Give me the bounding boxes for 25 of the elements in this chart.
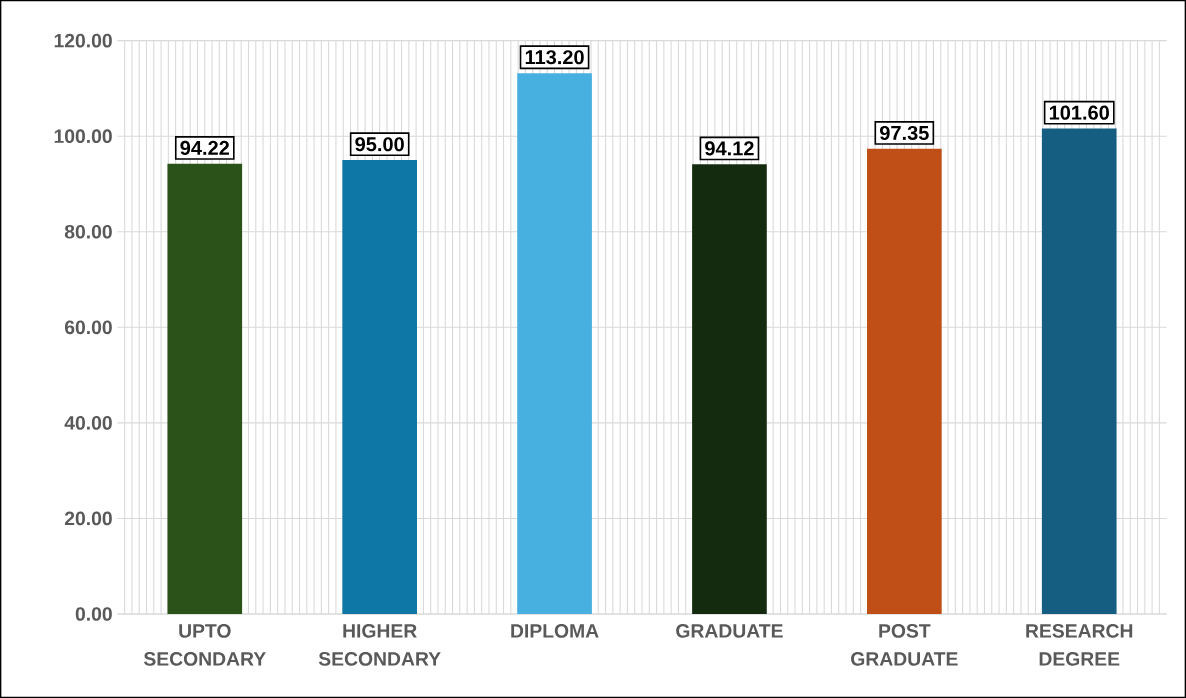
data-label: 113.20: [525, 50, 584, 65]
y-tick-label: 120.00: [54, 33, 112, 48]
data-label: 94.12: [705, 141, 754, 156]
y-tick-label: 100.00: [54, 129, 112, 144]
bar: [1041, 128, 1117, 614]
y-tick-label: 40.00: [64, 416, 112, 430]
y-tick-label: 0.00: [75, 607, 112, 621]
data-label: 95.00: [355, 137, 404, 152]
bar: [342, 160, 417, 614]
y-tick-label: 20.00: [64, 511, 112, 526]
x-tick-label: RESEARCH DEGREE: [1026, 624, 1133, 666]
data-label: 101.60: [1049, 105, 1109, 120]
x-tick-label: GRADUATE: [676, 624, 783, 638]
bar: [517, 73, 592, 614]
bar: [692, 164, 767, 614]
x-tick-label: POST GRADUATE: [851, 624, 958, 666]
y-tick-label: 80.00: [64, 224, 112, 239]
data-label: 97.35: [880, 125, 929, 141]
x-tick-label: DIPLOMA: [511, 624, 599, 638]
x-tick-label: UPTO SECONDARY: [143, 624, 266, 666]
data-label: 94.22: [180, 140, 229, 156]
x-tick-label: HIGHER SECONDARY: [318, 624, 441, 666]
bar: [167, 163, 243, 614]
bar: [867, 148, 942, 614]
y-tick-label: 60.00: [64, 320, 112, 335]
